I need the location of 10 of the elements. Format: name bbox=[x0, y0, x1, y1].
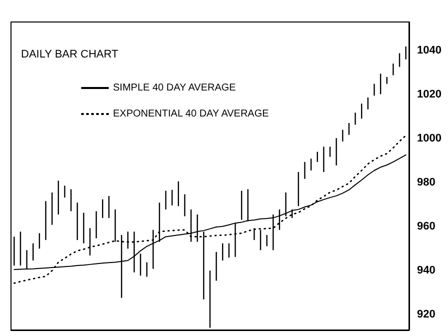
y-tick-label: 960 bbox=[417, 220, 436, 233]
y-tick-label: 940 bbox=[417, 264, 436, 277]
text: DAILY BAR CHART bbox=[21, 48, 118, 60]
y-tick-label: 920 bbox=[417, 308, 436, 321]
y-tick-label: 1000 bbox=[417, 132, 442, 145]
y-tick-label: 1020 bbox=[417, 88, 442, 101]
y-tick-label: 980 bbox=[417, 176, 436, 189]
y-tick-label: 1040 bbox=[417, 44, 442, 57]
legend-label: SIMPLE 40 DAY AVERAGE bbox=[113, 82, 236, 94]
legend-label: EXPONENTIAL 40 DAY AVERAGE bbox=[113, 108, 270, 120]
